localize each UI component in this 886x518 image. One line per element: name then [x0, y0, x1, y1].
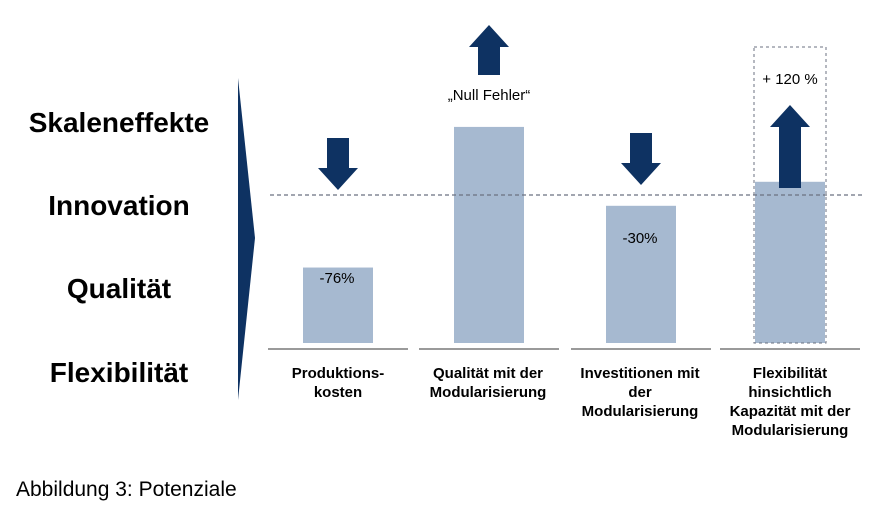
arrow-up-qualitaet	[469, 25, 509, 75]
bar-produktionskosten	[303, 267, 373, 343]
arrow-down-produktionskosten	[318, 138, 358, 190]
bar-qualitaet	[454, 126, 524, 343]
bar-flexibilitaet	[755, 181, 825, 343]
data-label-investitionen: -30%	[622, 230, 658, 247]
level-label-flexibilitaet: Flexibilität	[49, 357, 189, 388]
data-label-flexibilitaet: + 120 %	[762, 71, 818, 88]
figure-caption: Abbildung 3: Potenziale	[16, 478, 237, 501]
level-label-innovation: Innovation	[48, 190, 190, 221]
left-triangle-pointer	[238, 78, 255, 400]
level-label-qualitaet: Qualität	[66, 273, 172, 304]
arrow-up-flexibilitaet	[770, 105, 810, 188]
category-label-flexibilitaet: Flexibilität hinsichtlich Kapazität mit …	[729, 365, 851, 439]
bar-investitionen	[606, 205, 676, 343]
level-label-skaleneffekte: Skaleneffekte	[28, 107, 210, 138]
arrow-down-investitionen	[621, 133, 661, 185]
category-label-produktionskosten: Produktions- kosten	[291, 365, 385, 401]
chart	[238, 25, 862, 400]
category-label-qualitaet: Qualität mit der Modularisierung	[429, 365, 547, 401]
category-label-investitionen: Investitionen mit der Modularisierung	[580, 365, 700, 420]
data-label-qualitaet: „Null Fehler“	[447, 87, 531, 104]
data-label-produktionskosten: -76%	[319, 270, 355, 287]
